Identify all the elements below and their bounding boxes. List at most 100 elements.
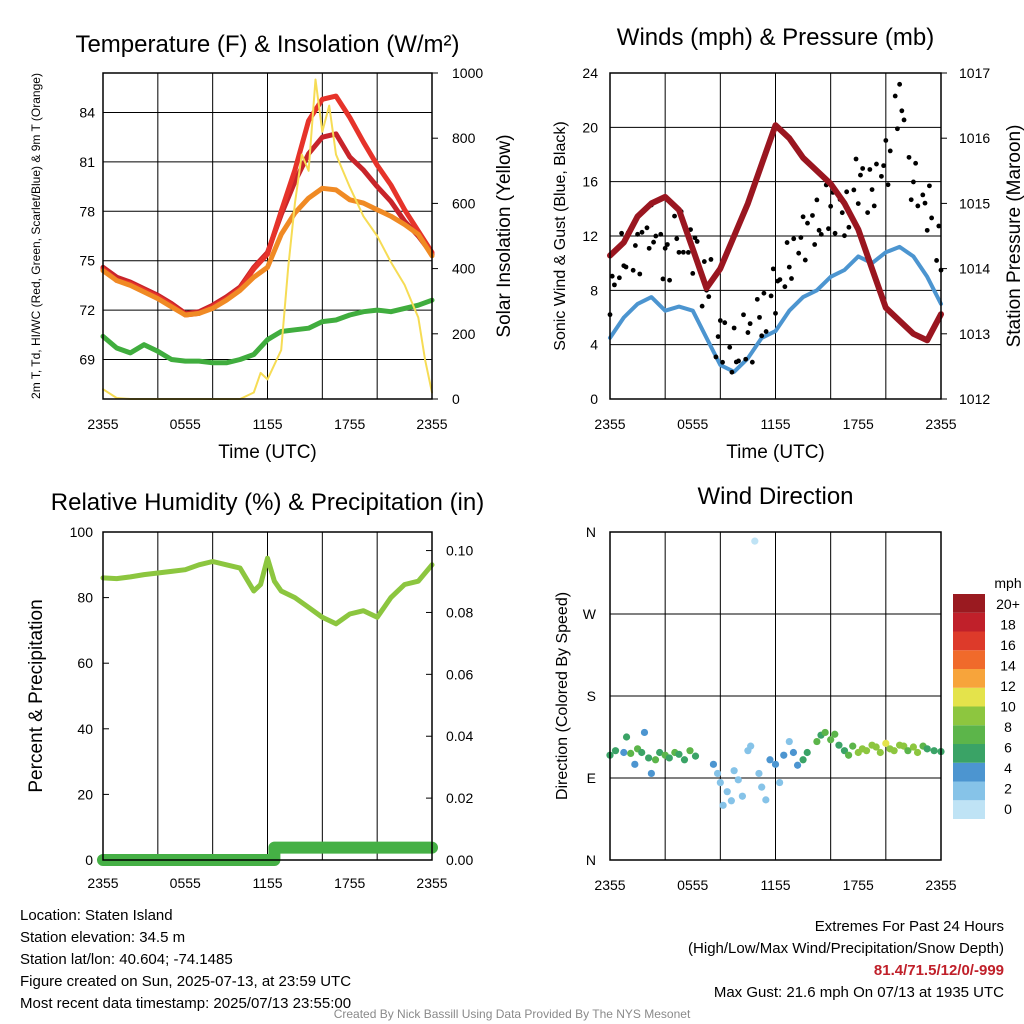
gust-point — [798, 235, 804, 240]
y2-tick-label: 1012 — [959, 391, 990, 407]
max-gust: Max Gust: 21.6 mph On 07/13 at 1935 UTC — [713, 984, 1004, 1001]
gust-point — [867, 167, 873, 172]
y2-tick-label: 0.10 — [446, 543, 473, 559]
credit-line: Created By Nick Bassill Using Data Provi… — [333, 1007, 691, 1021]
gust-point — [869, 187, 875, 193]
x-tick-label: 2355 — [87, 875, 118, 891]
y-tick-label: 20 — [77, 786, 93, 802]
direction-point — [751, 537, 759, 545]
y2-tick-label: 1017 — [959, 65, 990, 81]
gust-point — [911, 179, 916, 185]
y-tick-label: 4 — [590, 337, 598, 353]
x-tick-label: 2355 — [416, 416, 447, 432]
gust-point — [814, 197, 820, 203]
direction-point — [799, 756, 807, 764]
colorbar-swatch — [953, 687, 985, 707]
direction-point — [780, 751, 788, 759]
extremes-title: Extremes For Past 24 Hours — [814, 918, 1004, 935]
colorbar-label: 8 — [1004, 719, 1012, 735]
gust-point — [763, 329, 769, 334]
y-tick-label: 16 — [582, 174, 598, 190]
extremes-info: Extremes For Past 24 Hours (High/Low/Max… — [688, 916, 1004, 1004]
gust-point — [619, 230, 624, 236]
gust-point — [851, 187, 857, 193]
direction-point — [913, 748, 922, 757]
gust-point — [810, 213, 815, 218]
direction-point — [730, 767, 738, 775]
gust-point — [773, 310, 778, 316]
colorbar-label: 18 — [1000, 617, 1016, 633]
gust-point — [805, 220, 810, 226]
gust-point — [881, 163, 887, 169]
direction-point — [691, 752, 700, 760]
gust-point — [727, 344, 733, 350]
direction-point — [876, 748, 884, 757]
direction-point — [675, 750, 683, 758]
direction-point — [622, 733, 631, 741]
direction-point — [762, 796, 770, 804]
gust-point — [754, 296, 760, 302]
gust-point — [736, 358, 741, 364]
gust-point — [895, 126, 900, 132]
direction-point — [645, 754, 653, 762]
gust-point — [768, 293, 774, 299]
series-9m-t — [100, 185, 435, 318]
x-tick-label: 2355 — [87, 416, 118, 432]
gust-point — [860, 166, 866, 171]
direction-point — [813, 737, 821, 746]
gust-point — [842, 233, 847, 239]
gust-point — [699, 303, 705, 309]
gust-point — [690, 271, 696, 276]
colorbar-swatch — [953, 744, 985, 763]
direction-point — [776, 778, 784, 787]
y-axis-label: 2m T, Td, HI/WC (Red, Green, Scarlet/Blu… — [29, 73, 43, 399]
x-tick-label: 0555 — [677, 416, 708, 432]
colorbar-swatch — [953, 631, 985, 651]
direction-point — [709, 760, 718, 768]
extremes-values: 81.4/71.5/12/0/-999 — [873, 962, 1004, 979]
gust-point — [802, 257, 808, 263]
gust-point — [694, 239, 700, 244]
panel-2: Winds (mph) & Pressure (mb) 0 4 8 12 16 20 24 10… — [552, 24, 1024, 463]
gust-point — [828, 203, 834, 209]
direction-point — [771, 760, 780, 768]
direction-point — [734, 776, 742, 784]
direction-point — [844, 751, 853, 759]
gust-point — [846, 224, 852, 230]
x-tick-label: 1155 — [252, 416, 282, 432]
colorbar-label: 12 — [1000, 678, 1016, 694]
x-tick-label: 1755 — [334, 416, 365, 432]
colorbar-unit: mph — [994, 575, 1021, 591]
gust-point — [883, 138, 889, 143]
gust-point — [913, 160, 919, 166]
direction-point — [620, 748, 628, 757]
gust-point — [855, 201, 861, 207]
gust-point — [853, 156, 859, 162]
gust-point — [680, 249, 686, 255]
x-tick-label: 2355 — [925, 416, 956, 432]
gust-point — [791, 236, 797, 242]
extremes-subtitle: (High/Low/Max Wind/Precipitation/Snow De… — [688, 940, 1004, 957]
x-tick-label: 2355 — [594, 416, 625, 432]
colorbar-label: 6 — [1004, 739, 1012, 755]
gust-point — [839, 210, 845, 216]
y2-tick-label: 0 — [452, 391, 460, 407]
y-tick-label: 0 — [590, 391, 598, 407]
gust-point — [609, 273, 615, 279]
panel-4: Wind Direction N E S W N 2355 0555 1155 1755 2355 D… — [554, 483, 1022, 893]
y-tick-label: 8 — [590, 282, 598, 298]
y2-axis-label: Solar Insolation (Yellow) — [494, 134, 515, 337]
direction-point — [738, 792, 747, 800]
colorbar-swatch — [953, 706, 985, 726]
direction-point — [835, 741, 843, 749]
gust-point — [818, 232, 824, 237]
direction-point — [727, 797, 735, 805]
y2-tick-label: 0.08 — [446, 604, 473, 620]
gust-point — [676, 249, 682, 255]
gust-point — [927, 183, 932, 189]
direction-point — [638, 748, 646, 757]
plot-border — [609, 531, 942, 861]
direction-point — [930, 747, 938, 755]
direction-point — [821, 728, 829, 737]
y-tick-label: 78 — [79, 203, 95, 219]
